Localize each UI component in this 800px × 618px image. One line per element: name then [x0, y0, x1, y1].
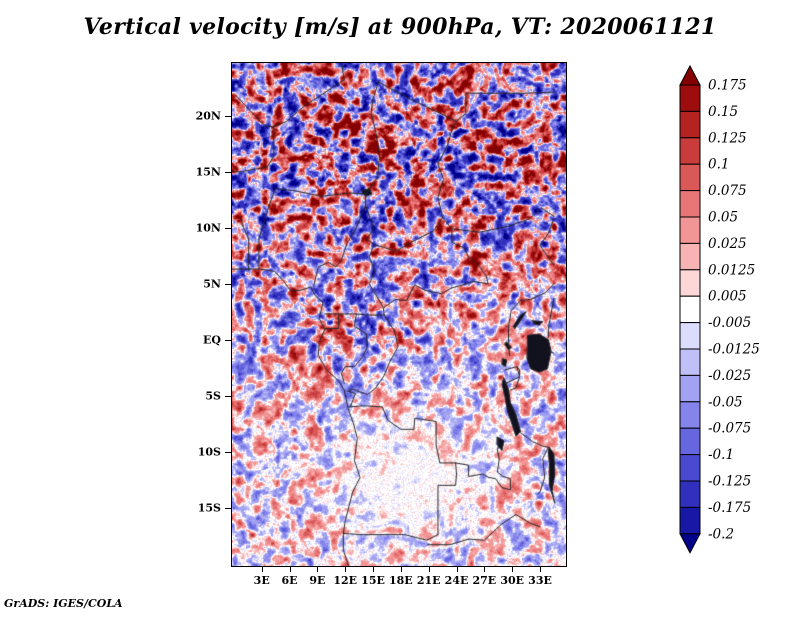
colorbar-label: -0.175: [708, 500, 751, 516]
lon-tick-label: 24E: [444, 574, 469, 587]
colorbar-label: 0.1: [708, 157, 729, 173]
page-title: Vertical velocity [m/s] at 900hPa, VT: 2…: [83, 14, 717, 40]
colorbar-label: 0.125: [708, 130, 747, 146]
colorbar-segment: [679, 480, 701, 508]
lon-tick-mark: [289, 566, 291, 572]
colorbar: 0.175 0.15 0.125 0.1 0.075 0.05 0.025 0.0125 0.0…: [679, 64, 760, 554]
colorbar-segment: [679, 348, 701, 376]
lat-tick-mark: [225, 451, 231, 453]
colorbar-segment: [679, 190, 701, 218]
lon-tick-label: 3E: [253, 574, 270, 587]
colorbar-segment: [679, 401, 701, 429]
colorbar-segment: [679, 269, 701, 297]
lat-tick-label: 10S: [197, 445, 221, 459]
lon-tick-mark: [317, 566, 319, 572]
colorbar-segment: [679, 137, 701, 165]
lon-tick-mark: [512, 566, 514, 572]
lon-tick-mark: [484, 566, 486, 572]
map-plot: 20N 15N 10N 5N EQ 5S 10S 15S 3E 6E 9E 12E 15E 18E 21E…: [196, 62, 567, 587]
colorbar-segment: [679, 506, 701, 535]
colorbar-label: -0.2: [708, 526, 734, 542]
lat-tick-mark: [225, 339, 231, 341]
lon-tick-label: 18E: [388, 574, 413, 587]
colorbar-label: 0.075: [708, 183, 747, 199]
lon-tick-label: 21E: [416, 574, 441, 587]
colorbar-segment: [679, 454, 701, 482]
colorbar-label: -0.025: [708, 368, 751, 384]
colorbar-segment: [679, 427, 701, 456]
colorbar-segment: [679, 110, 701, 139]
lat-tick-label: 5N: [203, 277, 221, 291]
lon-tick-label: 33E: [528, 574, 552, 587]
colorbar-label: -0.075: [708, 421, 751, 437]
lat-tick-label: 20N: [195, 109, 221, 123]
colorbar-label: 0.175: [708, 78, 747, 94]
colorbar-label: 0.0125: [708, 262, 755, 278]
colorbar-segment: [679, 216, 701, 244]
lon-tick-label: 15E: [361, 574, 385, 587]
lon-tick-label: 9E: [309, 574, 326, 587]
lon-tick-mark: [373, 566, 375, 572]
colorbar-label: -0.1: [708, 447, 734, 463]
lon-tick-label: 12E: [333, 574, 358, 587]
colorbar-segment: [679, 322, 701, 350]
colorbar-segment: [679, 295, 701, 324]
colorbar-label: -0.005: [708, 315, 751, 331]
lon-tick-mark: [428, 566, 430, 572]
heatmap-canvas: [232, 63, 566, 566]
lat-tick-mark: [225, 283, 231, 285]
lat-tick-mark: [225, 507, 231, 509]
colorbar-label: 0.025: [708, 236, 747, 252]
lon-tick-mark: [540, 566, 542, 572]
lon-tick-mark: [261, 566, 263, 572]
lat-tick-label: 15S: [197, 501, 221, 515]
lat-tick-mark: [225, 115, 231, 117]
colorbar-label: 0.05: [708, 210, 738, 226]
colorbar-label: 0.005: [708, 289, 747, 305]
lon-tick-label: 27E: [472, 574, 497, 587]
colorbar-label: -0.125: [708, 474, 751, 490]
lat-tick-mark: [225, 395, 231, 397]
lon-tick-label: 6E: [281, 574, 298, 587]
colorbar-bottom-arrow: [679, 533, 701, 554]
lon-tick-mark: [400, 566, 402, 572]
attribution: GrADS: IGES/COLA: [4, 597, 123, 610]
lat-tick-label: EQ: [203, 333, 221, 347]
lat-tick-label: 10N: [195, 221, 221, 235]
lat-tick-label: 15N: [195, 165, 221, 179]
colorbar-label: 0.15: [708, 104, 738, 120]
lat-tick-mark: [225, 171, 231, 173]
colorbar-segment: [679, 163, 701, 192]
colorbar-label: -0.0125: [708, 342, 760, 358]
lon-tick-mark: [456, 566, 458, 572]
lat-tick-label: 5S: [205, 389, 221, 403]
colorbar-top-arrow: [679, 64, 701, 86]
lat-tick-mark: [225, 227, 231, 229]
colorbar-segment: [679, 84, 701, 112]
lon-tick-label: 30E: [500, 574, 525, 587]
lon-tick-mark: [345, 566, 347, 572]
colorbar-segment: [679, 374, 701, 403]
colorbar-segment: [679, 242, 701, 271]
colorbar-label: -0.05: [708, 394, 743, 410]
